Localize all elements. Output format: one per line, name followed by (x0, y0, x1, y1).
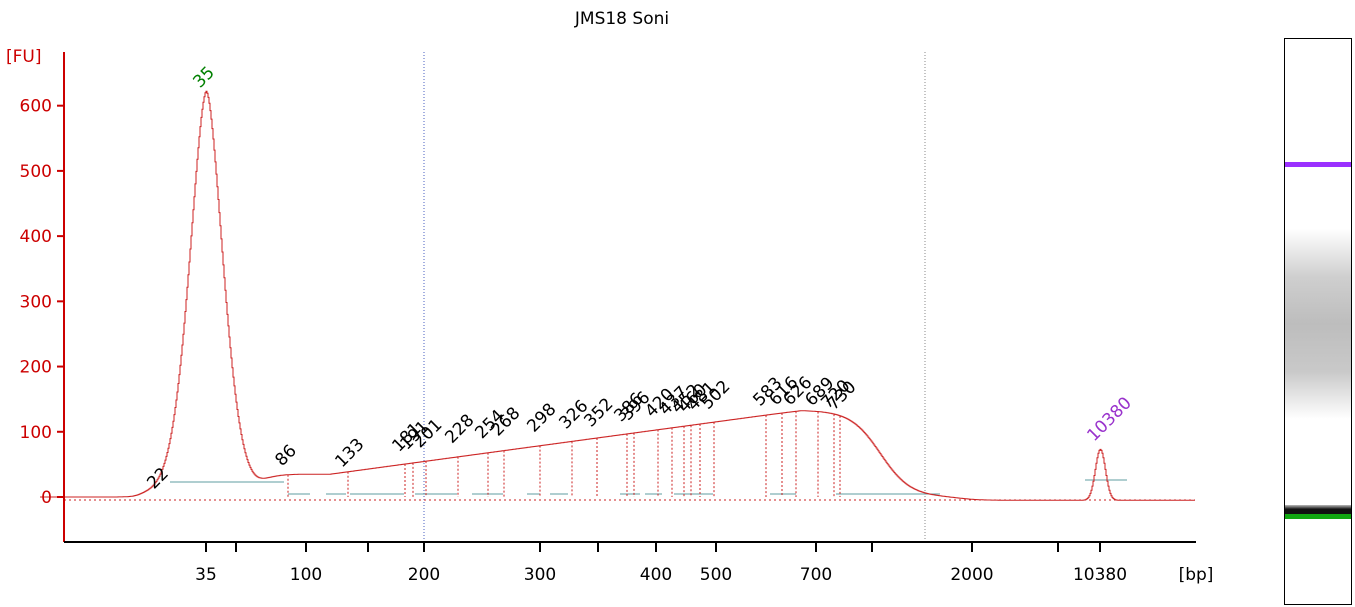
x-tick-label: 400 (640, 565, 672, 585)
y-tick-label: 600 (20, 97, 52, 117)
y-tick-label: 100 (20, 423, 52, 443)
x-tick-label: 300 (524, 565, 556, 585)
y-axis-label: [FU] (6, 47, 42, 67)
y-tick-label: 0 (41, 488, 52, 508)
gel-smear (1285, 229, 1351, 419)
peak-label: 35 (189, 63, 218, 92)
peak-boundary-lines (287, 411, 841, 497)
y-tick-label: 300 (20, 292, 52, 312)
peak-label: 86 (271, 441, 300, 470)
x-tick-label: 500 (700, 565, 732, 585)
gel-image-lane (1284, 38, 1352, 605)
y-tick-label: 500 (20, 162, 52, 182)
y-tick-label: 400 (20, 227, 52, 247)
y-axis: 0 100 200 300 400 500 600 (20, 52, 65, 542)
gel-upper-marker-band (1285, 162, 1351, 167)
y-tick-label: 200 (20, 358, 52, 378)
peak-label: 22 (143, 464, 172, 493)
peak-label: 10380 (1083, 393, 1135, 445)
peak-label: 298 (523, 399, 560, 436)
x-tick-label: 200 (408, 565, 440, 585)
peak-baselines (64, 479, 1195, 501)
electropherogram-trace (40, 90, 1195, 501)
chart-title: JMS18 Soni (574, 9, 669, 29)
x-tick-label: 100 (290, 565, 322, 585)
x-tick-label: 10380 (1073, 565, 1127, 585)
x-axis-label: [bp] (1179, 565, 1214, 585)
x-tick-label: 700 (800, 565, 832, 585)
peak-label: 133 (331, 435, 368, 472)
gel-lower-marker-band (1285, 514, 1351, 519)
x-tick-label: 2000 (950, 565, 993, 585)
x-tick-label: 35 (195, 565, 217, 585)
x-axis: 35 100 200 300 400 500 700 2000 10380 (64, 541, 1196, 585)
